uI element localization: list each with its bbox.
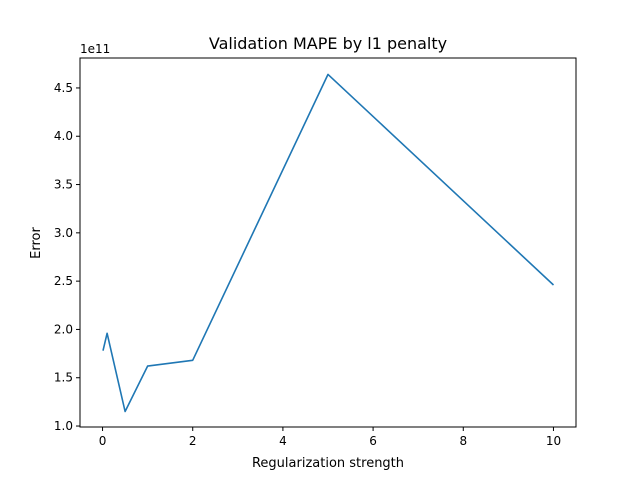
- y-tick-label: 4.0: [54, 129, 73, 143]
- x-tick-label: 4: [279, 434, 287, 448]
- x-axis: 0 2 4 6 8 10: [99, 427, 561, 448]
- y-tick-label: 3.5: [54, 178, 73, 192]
- x-tick-label: 6: [369, 434, 377, 448]
- y-tick-label: 3.0: [54, 226, 73, 240]
- axes-frame: [79, 57, 577, 428]
- x-tick-label: 0: [99, 434, 107, 448]
- x-axis-label: Regularization strength: [252, 456, 404, 471]
- x-tick-label: 10: [546, 434, 561, 448]
- x-tick-label: 8: [459, 434, 467, 448]
- y-axis-label: Error: [29, 227, 44, 259]
- chart-title: Validation MAPE by l1 penalty: [209, 34, 447, 53]
- y-axis: 1.0 1.5 2.0 2.5 3.0 3.5 4.0 4.5: [54, 81, 80, 433]
- y-tick-label: 2.0: [54, 322, 73, 336]
- y-offset-label: 1e11: [80, 42, 110, 56]
- y-tick-label: 1.0: [54, 419, 73, 433]
- plot-area: [102, 73, 555, 413]
- y-tick-label: 2.5: [54, 274, 73, 288]
- y-tick-label: 4.5: [54, 81, 73, 95]
- x-tick-label: 2: [189, 434, 197, 448]
- y-tick-label: 1.5: [54, 371, 73, 385]
- series-line: [102, 73, 555, 413]
